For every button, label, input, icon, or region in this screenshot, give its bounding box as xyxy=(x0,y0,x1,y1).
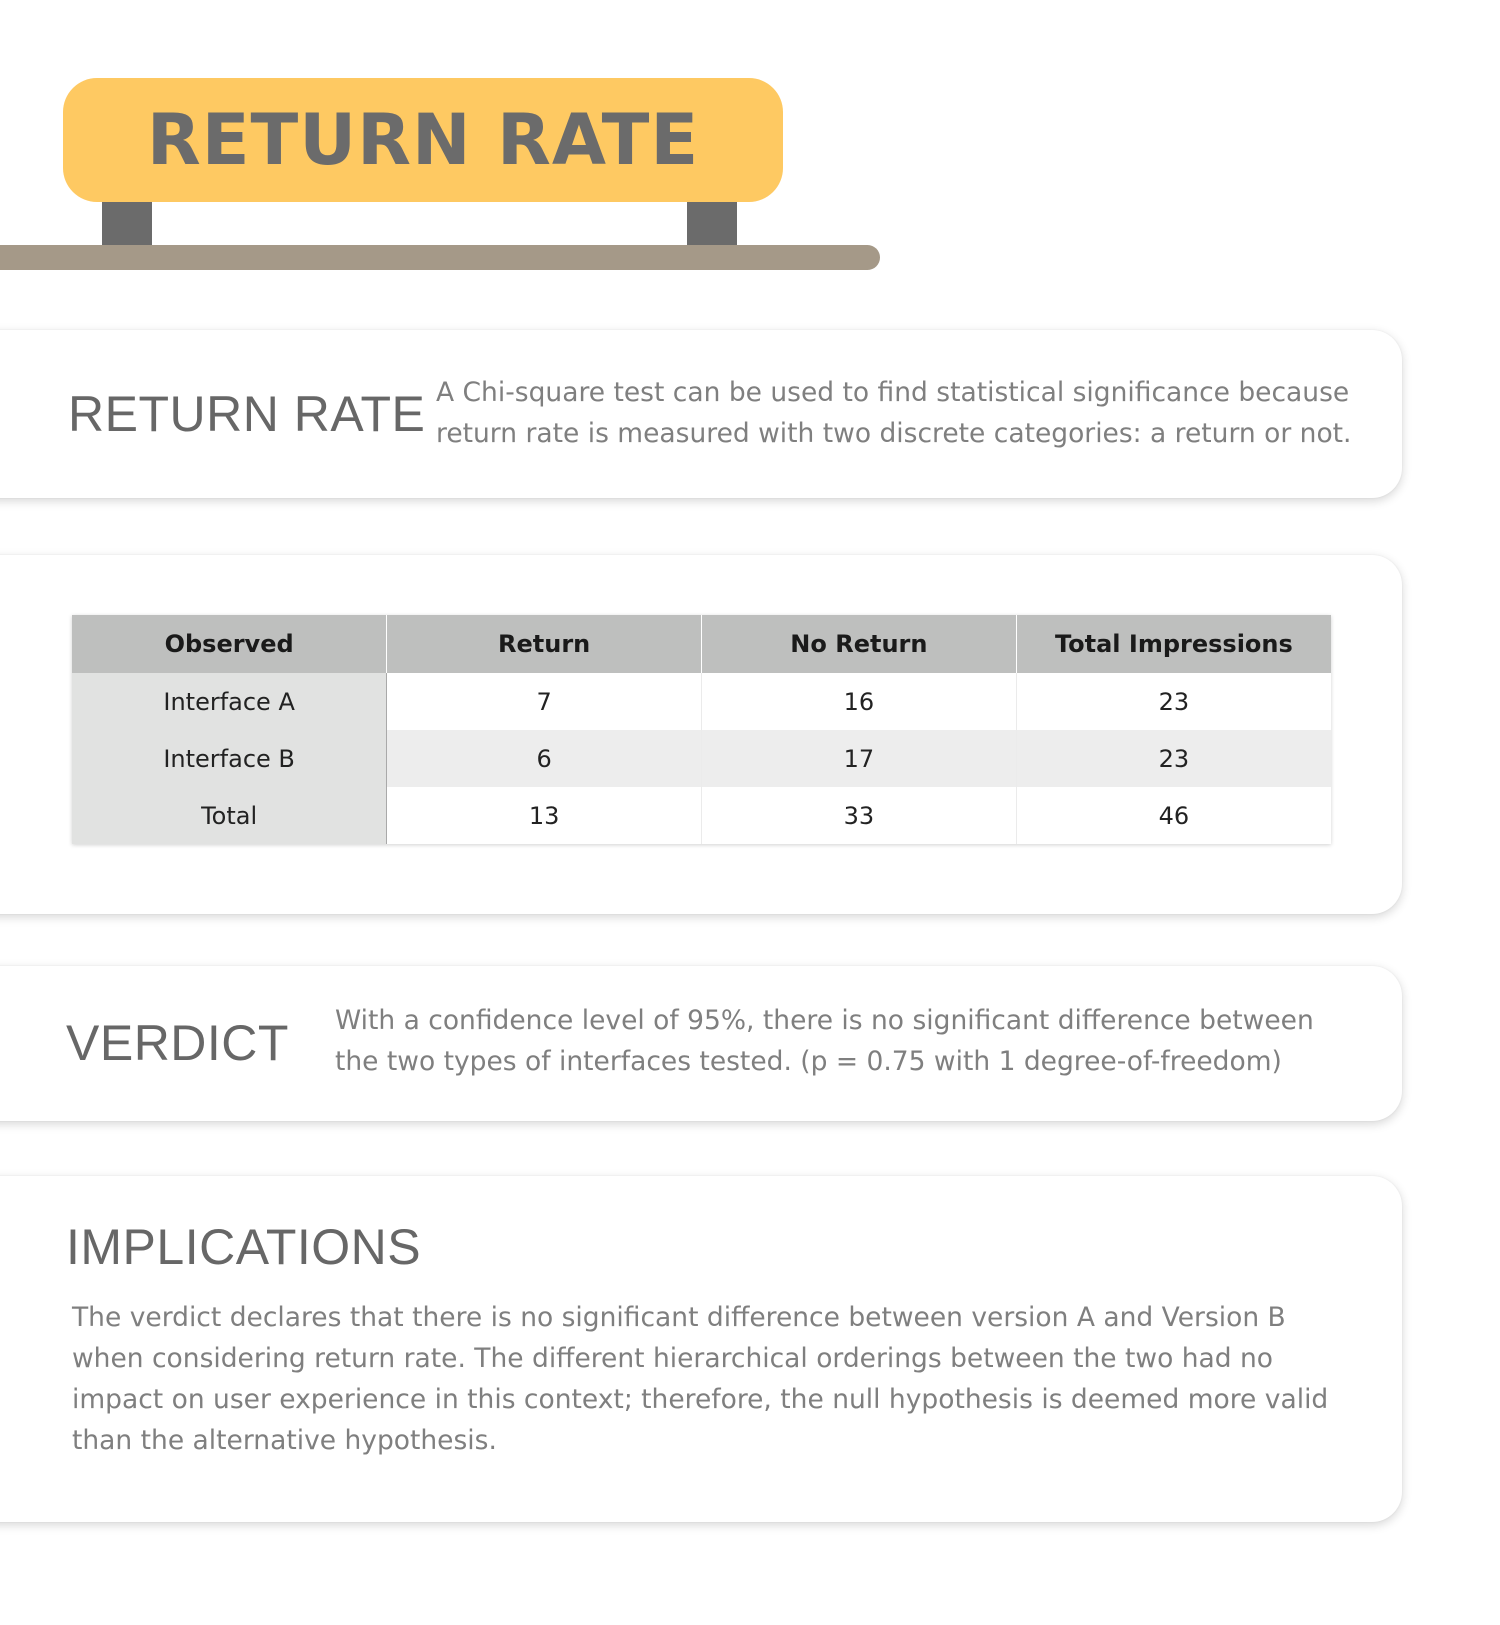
column-header: No Return xyxy=(701,615,1017,673)
observed-table: Observed Return No Return Total Impressi… xyxy=(72,615,1331,844)
implications-card: IMPLICATIONS The verdict declares that t… xyxy=(0,1176,1402,1522)
verdict-card: VERDICT With a confidence level of 95%, … xyxy=(0,966,1402,1121)
table-row: Total 13 33 46 xyxy=(72,787,1331,844)
table-cell: 33 xyxy=(701,787,1017,844)
table-cell: 6 xyxy=(386,730,702,787)
table-header-row: Observed Return No Return Total Impressi… xyxy=(72,615,1331,673)
implications-text: The verdict declares that there is no si… xyxy=(72,1302,1329,1456)
sign-post-right xyxy=(687,200,737,246)
implications-heading: IMPLICATIONS xyxy=(66,1219,422,1275)
table-row: Interface B 6 17 23 xyxy=(72,730,1331,787)
table-cell: 16 xyxy=(701,673,1017,730)
sign-title: RETURN RATE xyxy=(146,99,700,181)
row-label: Total xyxy=(72,787,388,844)
column-header: Observed xyxy=(72,615,388,673)
observed-table-card: Observed Return No Return Total Impressi… xyxy=(0,555,1402,914)
sign-ground xyxy=(0,245,880,270)
table-cell: 17 xyxy=(701,730,1017,787)
verdict-heading: VERDICT xyxy=(66,1015,289,1071)
row-label: Interface B xyxy=(72,730,388,787)
table-cell: 7 xyxy=(386,673,702,730)
table-cell: 23 xyxy=(1016,730,1331,787)
row-label: Interface A xyxy=(72,673,388,730)
column-header: Return xyxy=(386,615,702,673)
table-cell: 23 xyxy=(1016,673,1331,730)
sign-post-left xyxy=(102,200,152,246)
header-sign: RETURN RATE xyxy=(63,78,783,202)
intro-card: RETURN RATE A Chi-square test can be use… xyxy=(0,330,1402,498)
table-row: Interface A 7 16 23 xyxy=(72,673,1331,730)
column-header: Total Impressions xyxy=(1016,615,1331,673)
table-cell: 13 xyxy=(386,787,702,844)
intro-text: A Chi-square test can be used to find st… xyxy=(436,377,1352,449)
table-cell: 46 xyxy=(1016,787,1331,844)
intro-heading: RETURN RATE xyxy=(68,386,426,442)
verdict-text: With a confidence level of 95%, there is… xyxy=(335,1005,1314,1077)
